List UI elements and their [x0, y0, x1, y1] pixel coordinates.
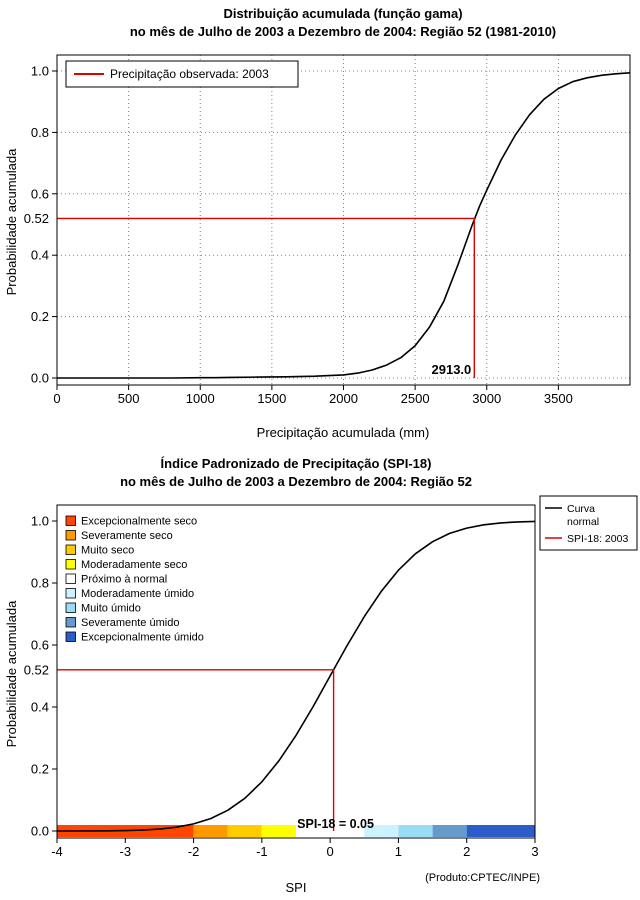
y-tick-label: 0.6: [31, 638, 49, 653]
category-label: Próximo à normal: [81, 574, 167, 586]
product-credit: (Produto:CPTEC/INPE): [425, 872, 540, 884]
x-tick-label: 0: [53, 391, 60, 406]
spi-chart-subtitle: no mês de Julho de 2003 a Dezembro de 20…: [120, 474, 472, 489]
x-tick-label: 1000: [186, 391, 215, 406]
legend-entry-label: Precipitação observada: 2003: [110, 67, 269, 81]
gamma-chart-title: Distribuição acumulada (função gama): [223, 6, 463, 21]
x-tick-label: 1500: [257, 391, 286, 406]
x-axis: 0 500 1000 1500 2000 2500 3000 3500: [53, 385, 573, 406]
cdf-curve: [57, 72, 631, 379]
legend-entry-label: SPI-18: 2003: [567, 533, 628, 545]
category-label: Excepcionalmente seco: [81, 516, 197, 528]
category-color-swatch: [65, 544, 76, 555]
category-label: Muito úmido: [81, 603, 141, 615]
x-tick-label: 500: [118, 391, 140, 406]
x-axis-title: Precipitação acumulada (mm): [257, 425, 430, 440]
y-tick-label: 1.0: [31, 514, 49, 529]
grid: [56, 55, 630, 385]
x-tick-label: 3500: [544, 391, 573, 406]
category-label: Moderadamente seco: [81, 559, 187, 571]
marker-probability-label: 0.52: [24, 662, 49, 677]
y-tick-label: 0.6: [31, 186, 49, 201]
x-axis: -4 -3 -2 -1 0 1 2 3: [51, 838, 539, 859]
x-tick-label: 2500: [401, 391, 430, 406]
category-color-swatch: [65, 602, 76, 613]
y-axis-title: Probabilidade acumulada: [4, 148, 19, 295]
cdf-curve: [57, 520, 536, 832]
x-tick-label: 3: [531, 844, 538, 859]
observed-value-crosshair: [57, 669, 335, 831]
y-axis: 0.0 0.2 0.4 0.6 0.8 1.0: [31, 514, 57, 839]
legend-entry-label: Curva: [567, 503, 595, 515]
y-tick-label: 0.4: [31, 248, 49, 263]
spi-category-legend: Excepcionalmente seco Severamente seco Mui…: [65, 515, 204, 644]
legend: Precipitação observada: 2003: [65, 60, 299, 88]
spi-chart-title: Índice Padronizado de Precipitação (SPI-…: [160, 456, 432, 471]
plot-frame: [56, 504, 536, 839]
gamma-cdf-plot: 0 500 1000 1500 2000 2500 3000 3500 0.0 0.2 0.4 0.6…: [4, 54, 631, 440]
marker-spi-value-label: SPI-18 = 0.05: [297, 817, 374, 831]
legend-entry-label: normal: [567, 516, 599, 528]
observed-value-crosshair: [57, 217, 475, 378]
x-axis-title: SPI: [286, 880, 307, 895]
y-tick-label: 0.0: [31, 371, 49, 386]
y-tick-label: 0.2: [31, 762, 49, 777]
category-color-swatch: [65, 573, 76, 584]
spi-cdf-plot: -4 -3 -2 -1 0 1 2 3 0.0 0.2 0.4 0.6 0.8 1.0 0.52 SPI-18…: [4, 495, 638, 895]
x-tick-label: 2000: [329, 391, 358, 406]
category-label: Moderadamente úmido: [81, 588, 194, 600]
x-tick-label: 0: [327, 844, 334, 859]
x-tick-label: -2: [188, 844, 200, 859]
category-color-swatch: [65, 631, 76, 642]
y-tick-label: 0.8: [31, 576, 49, 591]
y-axis-title: Probabilidade acumulada: [4, 600, 19, 747]
x-tick-label: 2: [463, 844, 470, 859]
category-label: Muito seco: [81, 545, 134, 557]
gamma-chart-subtitle: no mês de Julho de 2003 a Dezembro de 20…: [129, 24, 557, 39]
y-tick-label: 0.4: [31, 700, 49, 715]
x-tick-label: -4: [51, 844, 63, 859]
category-label: Severamente úmido: [81, 617, 179, 629]
category-color-swatch: [65, 588, 76, 599]
y-tick-label: 1.0: [31, 64, 49, 79]
y-tick-label: 0.0: [31, 824, 49, 839]
marker-probability-label: 0.52: [24, 211, 49, 226]
y-tick-label: 0.2: [31, 309, 49, 324]
category-label: Excepcionalmente úmido: [81, 632, 204, 644]
y-axis: 0.0 0.2 0.4 0.6 0.8 1.0: [31, 64, 57, 386]
category-color-swatch: [65, 515, 76, 526]
y-tick-label: 0.8: [31, 125, 49, 140]
x-tick-label: 3000: [472, 391, 501, 406]
marker-x-value-label: 2913.0: [432, 362, 472, 377]
category-color-swatch: [65, 617, 76, 628]
x-tick-label: -3: [120, 844, 132, 859]
x-tick-label: 1: [395, 844, 402, 859]
category-color-swatch: [65, 559, 76, 570]
x-tick-label: -1: [256, 844, 268, 859]
category-label: Severamente seco: [81, 530, 173, 542]
category-color-swatch: [65, 530, 76, 541]
